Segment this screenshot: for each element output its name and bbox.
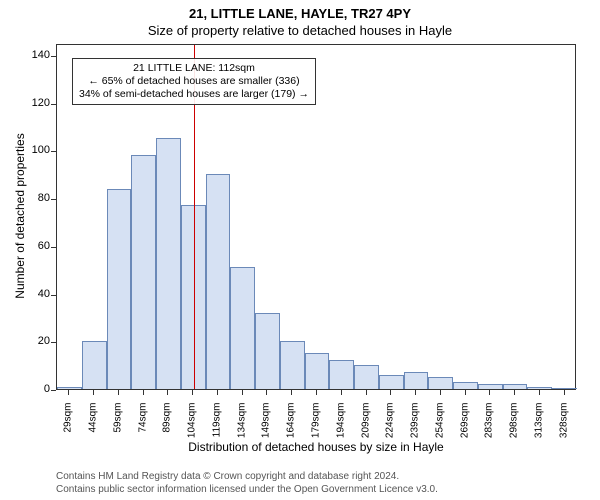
x-tick-label: 269sqm (459, 403, 470, 453)
histogram-bar (404, 372, 429, 389)
x-tick-mark (266, 390, 267, 395)
histogram-bar (379, 375, 404, 389)
x-tick-mark (415, 390, 416, 395)
y-tick-mark (51, 390, 56, 391)
histogram-bar (478, 384, 503, 389)
y-tick-label: 20 (22, 335, 50, 347)
y-tick-label: 100 (22, 144, 50, 156)
annotation-line: 34% of semi-detached houses are larger (… (79, 88, 309, 101)
y-tick-mark (51, 104, 56, 105)
x-tick-label: 29sqm (63, 403, 74, 453)
x-tick-mark (192, 390, 193, 395)
x-tick-label: 254sqm (434, 403, 445, 453)
x-tick-mark (143, 390, 144, 395)
histogram-bar (255, 313, 280, 389)
x-tick-label: 224sqm (385, 403, 396, 453)
attribution-line: Contains public sector information licen… (56, 483, 438, 496)
y-tick-mark (51, 342, 56, 343)
histogram-bar (82, 341, 107, 389)
histogram-bar (453, 382, 478, 389)
x-tick-mark (440, 390, 441, 395)
x-tick-label: 283sqm (484, 403, 495, 453)
x-tick-label: 313sqm (533, 403, 544, 453)
x-tick-label: 119sqm (211, 403, 222, 453)
histogram-bar (57, 387, 82, 389)
x-tick-label: 89sqm (162, 403, 173, 453)
x-tick-label: 239sqm (410, 403, 421, 453)
histogram-bar (428, 377, 453, 389)
x-tick-label: 59sqm (112, 403, 123, 453)
chart-title-main: 21, LITTLE LANE, HAYLE, TR27 4PY (0, 0, 600, 21)
annotation-line: 21 LITTLE LANE: 112sqm (79, 62, 309, 75)
histogram-bar (305, 353, 330, 389)
x-tick-mark (539, 390, 540, 395)
x-tick-label: 74sqm (137, 403, 148, 453)
y-tick-mark (51, 56, 56, 57)
histogram-bar (280, 341, 305, 389)
x-tick-mark (341, 390, 342, 395)
x-tick-label: 209sqm (360, 403, 371, 453)
x-tick-mark (291, 390, 292, 395)
histogram-bar (503, 384, 528, 389)
x-tick-mark (366, 390, 367, 395)
histogram-bar (107, 189, 132, 389)
histogram-bar (329, 360, 354, 389)
y-tick-mark (51, 151, 56, 152)
x-tick-mark (68, 390, 69, 395)
annotation-box: 21 LITTLE LANE: 112sqm← 65% of detached … (72, 58, 316, 105)
x-tick-mark (316, 390, 317, 395)
histogram-bar (131, 155, 156, 389)
histogram-bar (181, 205, 206, 389)
x-tick-mark (93, 390, 94, 395)
x-tick-label: 149sqm (261, 403, 272, 453)
y-tick-mark (51, 295, 56, 296)
histogram-bar (354, 365, 379, 389)
y-tick-label: 0 (22, 383, 50, 395)
y-tick-label: 80 (22, 192, 50, 204)
attribution-line: Contains HM Land Registry data © Crown c… (56, 470, 438, 483)
x-tick-mark (118, 390, 119, 395)
annotation-line: ← 65% of detached houses are smaller (33… (79, 75, 309, 88)
histogram-bar (527, 387, 552, 389)
x-tick-mark (242, 390, 243, 395)
x-tick-mark (514, 390, 515, 395)
y-tick-label: 40 (22, 288, 50, 300)
y-tick-mark (51, 199, 56, 200)
attribution-text: Contains HM Land Registry data © Crown c… (56, 470, 438, 496)
chart-title-sub: Size of property relative to detached ho… (0, 21, 600, 38)
histogram-bar (156, 138, 181, 389)
x-tick-label: 328sqm (558, 403, 569, 453)
x-tick-mark (390, 390, 391, 395)
x-tick-label: 44sqm (88, 403, 99, 453)
x-tick-mark (489, 390, 490, 395)
x-tick-mark (465, 390, 466, 395)
x-tick-label: 179sqm (311, 403, 322, 453)
y-tick-label: 60 (22, 240, 50, 252)
x-tick-label: 194sqm (335, 403, 346, 453)
histogram-bar (552, 388, 577, 389)
x-tick-label: 134sqm (236, 403, 247, 453)
histogram-bar (206, 174, 231, 389)
x-tick-mark (167, 390, 168, 395)
x-tick-label: 104sqm (187, 403, 198, 453)
x-tick-mark (564, 390, 565, 395)
x-tick-mark (217, 390, 218, 395)
y-tick-label: 120 (22, 97, 50, 109)
x-tick-label: 298sqm (509, 403, 520, 453)
y-tick-label: 140 (22, 49, 50, 61)
histogram-bar (230, 267, 255, 389)
y-tick-mark (51, 247, 56, 248)
x-tick-label: 164sqm (286, 403, 297, 453)
